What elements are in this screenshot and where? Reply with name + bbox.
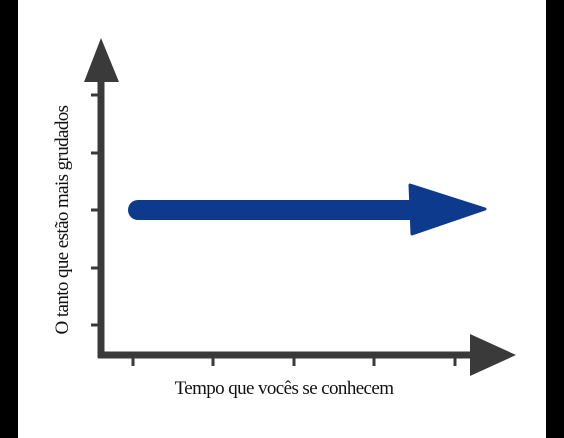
y-axis-label: O tanto que estão mais grudados: [52, 105, 73, 334]
left-border: [0, 0, 18, 438]
y-axis-arrowhead: [84, 38, 119, 82]
ticks: [91, 93, 457, 366]
flat-arrow-head: [408, 183, 487, 236]
x-axis-arrowhead: [470, 334, 516, 376]
right-border: [546, 0, 564, 438]
x-axis-label: Tempo que vocês se conhecem: [175, 378, 395, 399]
axes: [97, 72, 478, 359]
